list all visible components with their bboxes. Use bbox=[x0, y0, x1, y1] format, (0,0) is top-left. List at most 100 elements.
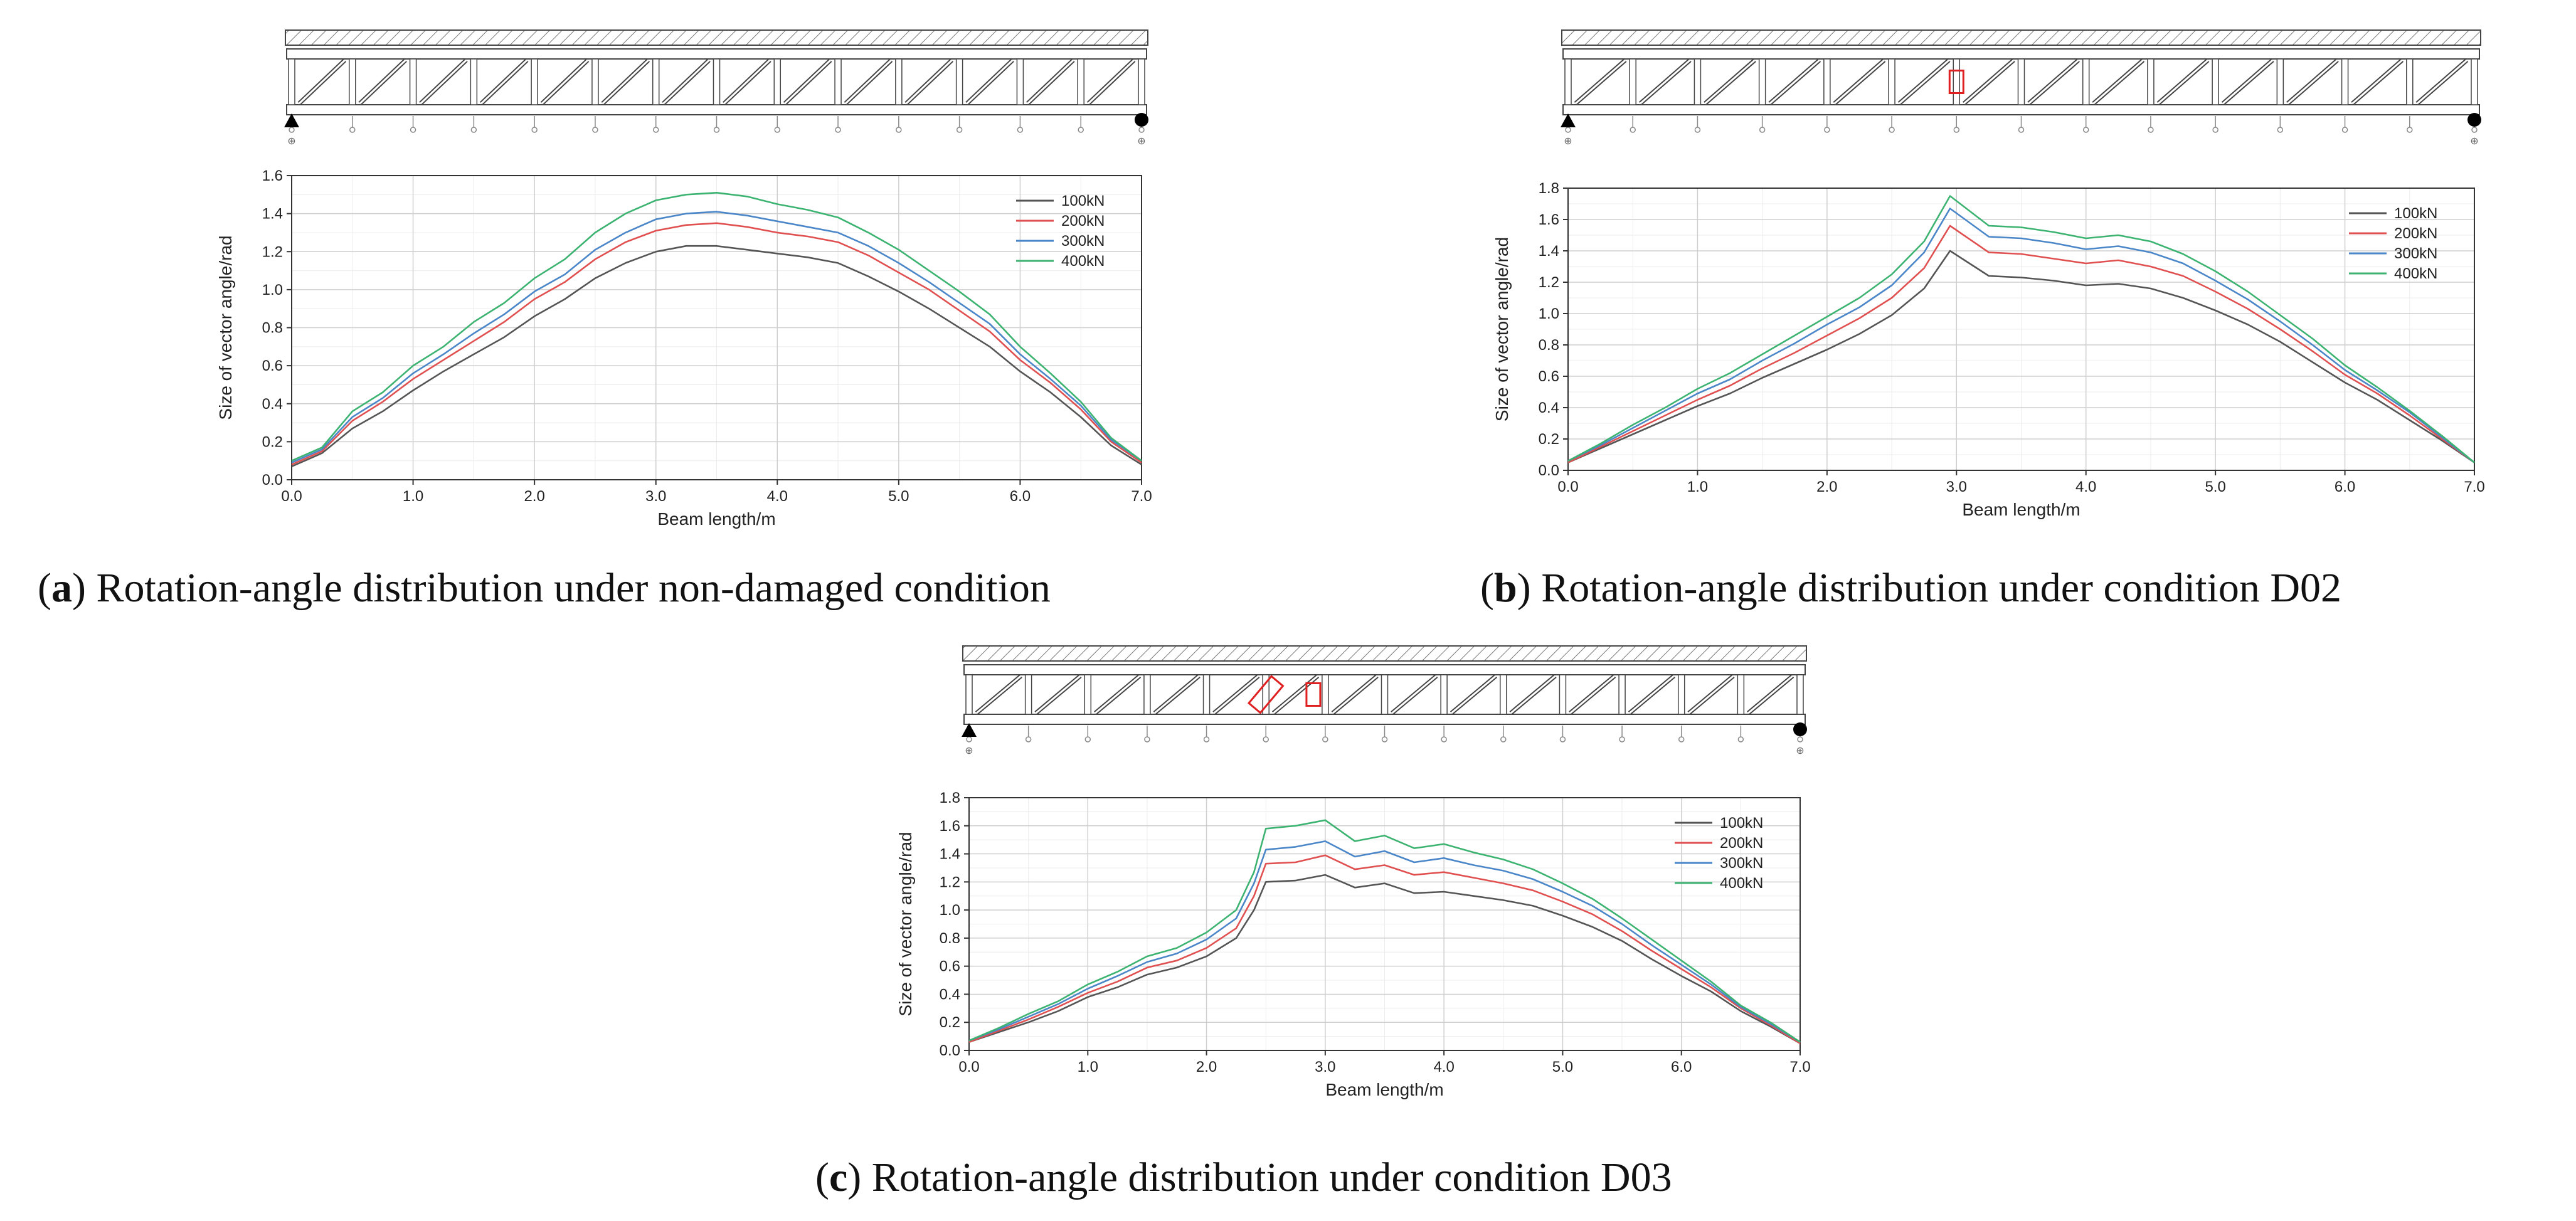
panel-b-sensor bbox=[2018, 127, 2025, 133]
panel-a-sensor bbox=[1078, 127, 1084, 133]
panel-a-x-axis-label: Beam length/m bbox=[657, 509, 775, 529]
panel-a-x-tick-label: 6.0 bbox=[1010, 488, 1031, 505]
panel-b-y-tick-label: 1.0 bbox=[1539, 305, 1559, 322]
panel-c-y-tick-label: 0.2 bbox=[940, 1014, 960, 1031]
panel-c-beam-vertical bbox=[1618, 674, 1626, 715]
panel-b-beam-vertical bbox=[1823, 58, 1831, 105]
panel-a-beam-schematic: ⊕ ⊕ bbox=[284, 29, 1148, 147]
panel-b-figure: ⊕ ⊕0.0 1.0 2.0 3.0 4.0 5.0 6.0 7.00.00.20.40.60.… bbox=[1492, 29, 2485, 519]
panel-c-pin-support-icon bbox=[962, 723, 977, 737]
panel-a-sensor bbox=[349, 127, 356, 133]
panel-c-y-tick-label: 0.0 bbox=[940, 1042, 960, 1059]
panel-c-sensor bbox=[1619, 736, 1625, 743]
panel-b-beam-vertical bbox=[1629, 58, 1636, 105]
caption-a: (a) Rotation-angle distribution under no… bbox=[38, 565, 1051, 611]
panel-c-chart: 0.0 1.0 2.0 3.0 4.0 5.0 6.0 7.0 0.0 0.2 0.4 0.6 0.8 1… bbox=[896, 790, 1811, 1099]
panel-b-x-tick-label: 4.0 bbox=[2075, 478, 2096, 495]
panel-c-series-line-100kN bbox=[968, 874, 1801, 1044]
panel-b-x-tick-label: 5.0 bbox=[2205, 478, 2225, 495]
panel-b-sensor bbox=[2407, 127, 2413, 133]
panel-a-sensor bbox=[774, 127, 781, 133]
panel-c-damage-marker bbox=[1247, 675, 1285, 714]
panel-b-sensor bbox=[1694, 127, 1701, 133]
panel-c-y-tick-label: 1.8 bbox=[940, 790, 960, 806]
caption-a-letter: a bbox=[51, 565, 72, 611]
panel-a-y-tick-label: 0.4 bbox=[262, 396, 283, 413]
panel-b-beam-vertical bbox=[2017, 58, 2025, 105]
panel-b-x-tick-label: 6.0 bbox=[2335, 478, 2355, 495]
panel-b-beam-vertical bbox=[2082, 58, 2090, 105]
panel-a-series-line-100kN bbox=[291, 245, 1142, 467]
panel-a-beam-vertical bbox=[834, 58, 842, 105]
panel-c-sensor bbox=[1322, 736, 1328, 743]
panel-a-sensor bbox=[835, 127, 841, 133]
panel-b-beam-vertical bbox=[1693, 58, 1702, 105]
panel-c-beam-vertical bbox=[1143, 674, 1151, 715]
panel-b-pin-support-icon bbox=[1561, 114, 1576, 127]
panel-c-beam-deck bbox=[962, 645, 1807, 662]
panel-b-x-tick-label: 7.0 bbox=[2464, 478, 2484, 495]
panel-a-roller-support-icon bbox=[1135, 113, 1148, 127]
panel-a-x-tick-label: 0.0 bbox=[281, 488, 302, 505]
panel-b-sensor bbox=[1759, 127, 1766, 133]
panel-c-sensor bbox=[1737, 736, 1744, 743]
panel-c-x-tick-label: 3.0 bbox=[1315, 1059, 1335, 1076]
panel-a-beam-vertical bbox=[470, 58, 478, 105]
panel-c-beam-bottom-chord bbox=[963, 714, 1806, 725]
panel-a-beam-vertical bbox=[1077, 58, 1084, 105]
panel-b-sensor bbox=[2471, 127, 2478, 133]
panel-b-sensor bbox=[2082, 127, 2089, 133]
panel-b-sensor bbox=[1889, 127, 1895, 133]
panel-b-legend-label: 100kN bbox=[2394, 205, 2437, 222]
panel-a-legend-label: 400kN bbox=[1061, 253, 1105, 270]
panel-b-beam-vertical bbox=[2341, 58, 2349, 105]
panel-c-beam-vertical bbox=[1677, 674, 1685, 715]
panel-a-beam-vertical bbox=[773, 58, 782, 105]
panel-b-legend-label: 300kN bbox=[2394, 245, 2437, 262]
panel-c-x-tick-label: 6.0 bbox=[1671, 1059, 1692, 1076]
panel-c-sensor bbox=[1144, 736, 1150, 743]
panel-c-series-line-200kN bbox=[968, 854, 1801, 1044]
panel-a-sensor bbox=[713, 127, 720, 133]
panel-b-beam-vertical bbox=[2212, 58, 2219, 105]
panel-c-y-axis-label: Size of vector angle/rad bbox=[896, 832, 915, 1016]
panel-a-beam-vertical bbox=[591, 58, 599, 105]
panel-a-series-line-300kN bbox=[291, 211, 1142, 463]
panel-c-sensor bbox=[1263, 736, 1269, 743]
panel-c-support-right-label: ⊕ bbox=[1796, 746, 1804, 756]
panel-c-roller-support-icon bbox=[1793, 722, 1807, 736]
panel-a-sensor bbox=[1017, 127, 1024, 133]
panel-a-legend-label: 200kN bbox=[1061, 213, 1105, 230]
panel-b-beam-vertical bbox=[1888, 58, 1895, 105]
panel-a-beam-vertical bbox=[531, 58, 538, 105]
panel-a-x-tick-label: 5.0 bbox=[888, 488, 909, 505]
panel-b-y-tick-label: 1.4 bbox=[1539, 243, 1559, 260]
panel-a-sensor bbox=[470, 127, 477, 133]
panel-b-beam-bottom-chord bbox=[1562, 104, 2480, 115]
panel-c-figure: ⊕ ⊕0.0 1.0 2.0 3.0 4.0 5.0 6.0 7.00.00.20.40.60.… bbox=[896, 645, 1811, 1099]
panel-b-legend-label: 200kN bbox=[2394, 225, 2437, 242]
caption-a-text: Rotation-angle distribution under non-da… bbox=[85, 565, 1051, 611]
panel-c-sensor bbox=[966, 736, 972, 743]
panel-b-sensor bbox=[1824, 127, 1830, 133]
panel-b-beam-vertical bbox=[2276, 58, 2284, 105]
panel-b-y-tick-label: 1.2 bbox=[1539, 274, 1559, 291]
panel-a-sensor bbox=[896, 127, 902, 133]
panel-c-beam-vertical bbox=[1500, 674, 1507, 715]
panel-b-beam-schematic: ⊕ ⊕ bbox=[1561, 29, 2481, 147]
panel-b-damage-marker bbox=[1948, 70, 1964, 94]
panel-c-x-tick-label: 0.0 bbox=[958, 1059, 979, 1076]
panel-a-chart: 0.0 1.0 2.0 3.0 4.0 5.0 6.0 7.0 0.0 0.2 0.4 0.6 0.8 1… bbox=[216, 167, 1152, 529]
panel-c-x-tick-label: 2.0 bbox=[1196, 1059, 1217, 1076]
panel-a-y-tick-label: 1.6 bbox=[262, 167, 283, 184]
panel-b-sensor bbox=[2277, 127, 2284, 133]
panel-b-x-tick-label: 2.0 bbox=[1816, 478, 1837, 495]
panel-a: ⊕ ⊕ 0.0 1.0 2.0 3.0 4.0 5.0 6.0 7.0 0.0 0.2 0.4 0.6 0.… bbox=[188, 19, 1223, 564]
panel-c-beam-vertical bbox=[1322, 674, 1329, 715]
panel-c-legend-label: 200kN bbox=[1720, 835, 1763, 852]
panel-b-sensor bbox=[2148, 127, 2154, 133]
panel-b-sensor bbox=[2341, 127, 2348, 133]
panel-a-support-left-label: ⊕ bbox=[287, 136, 295, 147]
panel-c-x-tick-label: 4.0 bbox=[1433, 1059, 1454, 1076]
panel-c-beam-vertical bbox=[1737, 674, 1745, 715]
